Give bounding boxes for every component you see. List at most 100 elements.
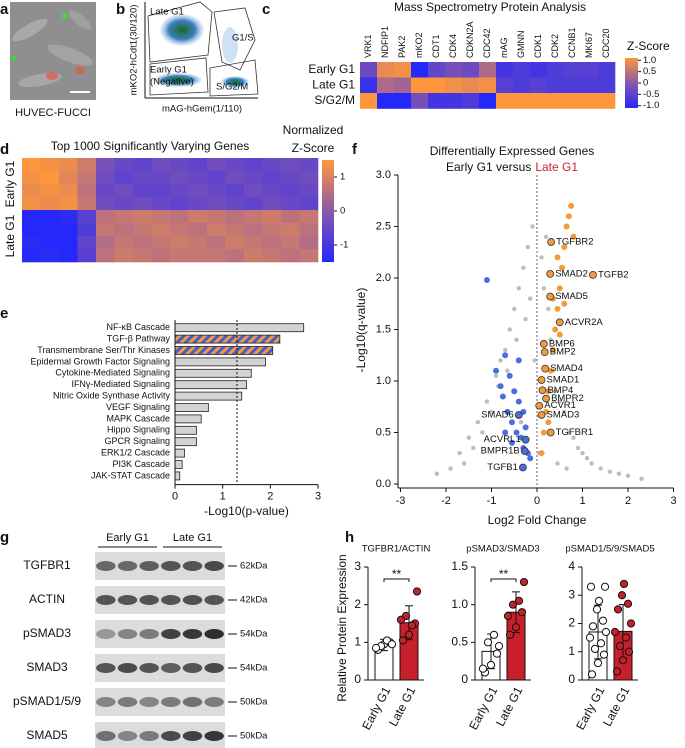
heatmap-cell — [77, 249, 97, 263]
point — [612, 667, 622, 676]
heatmap-cell — [77, 223, 97, 237]
heatmap-cell — [377, 77, 395, 94]
heatmap-cell — [22, 249, 41, 263]
heatmap-cell — [225, 158, 245, 172]
heatmap-cell — [479, 77, 497, 94]
heatmap-cell — [207, 223, 226, 237]
heatmap-cell — [59, 197, 78, 211]
point — [561, 244, 568, 251]
category-label: Early G1 — [466, 684, 500, 732]
bar — [174, 380, 247, 390]
heatmap-cell — [170, 197, 189, 211]
significance-label: ** — [392, 567, 402, 581]
gene-label: SMAD4 — [550, 363, 583, 374]
point — [587, 670, 597, 679]
blot-band — [182, 697, 203, 707]
labeled-point — [520, 447, 529, 455]
y-tick-label: 0 — [568, 672, 575, 686]
blot-band — [96, 629, 116, 639]
y-tick-label: 2.5 — [376, 220, 391, 232]
blot-label: TGFBR1 — [23, 558, 71, 572]
heatmap-cell — [207, 171, 226, 185]
heatmap-cell — [188, 223, 208, 237]
blot-band — [117, 629, 138, 639]
green-nucleus — [11, 55, 17, 61]
point — [600, 582, 610, 591]
gate-label: G1/S — [232, 33, 254, 44]
heatmap-cell — [281, 223, 300, 237]
panel-letter: c — [262, 1, 270, 18]
point — [508, 439, 515, 446]
heatmap-cell — [547, 62, 565, 78]
heatmap-cell — [188, 236, 208, 250]
heatmap-cell — [411, 62, 429, 78]
heatmap-cell — [428, 77, 446, 94]
point — [407, 621, 417, 630]
row-label: Early G1 — [308, 62, 355, 76]
point — [483, 638, 493, 647]
x-tick-label: 3 — [670, 495, 676, 507]
point — [575, 445, 581, 451]
bar — [174, 414, 202, 424]
chart-title: Mass Spectrometry Protein Analysis — [394, 0, 586, 14]
blot-band — [204, 663, 224, 673]
point — [478, 664, 488, 673]
point — [462, 461, 467, 466]
labeled-point — [537, 376, 546, 384]
gene-label: BMP4 — [547, 385, 573, 396]
gene-label: SMAD2 — [555, 268, 588, 279]
point — [552, 326, 559, 333]
heatmap-cell — [281, 210, 300, 224]
heatmap-cell — [225, 197, 245, 211]
point — [489, 630, 499, 639]
labeled-point — [540, 348, 549, 357]
heatmap-cell — [188, 158, 208, 172]
heatmap-cell — [244, 236, 263, 250]
heatmap-cell — [513, 93, 531, 109]
point — [527, 296, 533, 301]
column-label: NDFIP1 — [380, 26, 390, 58]
panel-letter: g — [0, 529, 9, 546]
heatmap-cell — [281, 184, 300, 198]
x-axis-label: mAG-hGem(1/110) — [162, 104, 242, 115]
heatmap-cell — [225, 223, 245, 237]
chart-subtitle: Early G1 versus Late G1 — [446, 160, 578, 174]
column-label: CDK1 — [533, 34, 543, 58]
point — [565, 213, 572, 220]
column-label: CDC20 — [601, 28, 611, 58]
heatmap-cell — [244, 249, 263, 263]
labeled-point — [546, 292, 555, 301]
heatmap-cell — [170, 210, 189, 224]
labeled-point — [538, 386, 547, 395]
heatmap-cell — [244, 223, 263, 237]
point — [505, 368, 510, 373]
row-label: S/G2/M — [314, 93, 355, 107]
cell-cloud — [154, 73, 202, 87]
heatmap-cell — [281, 171, 300, 185]
blot-band — [182, 731, 203, 741]
column-label: CDK4 — [448, 34, 458, 58]
point — [621, 633, 631, 642]
point — [613, 605, 623, 614]
gene-label: SMAD1 — [547, 374, 580, 385]
heatmap-cell — [394, 93, 412, 109]
blot-band — [139, 731, 159, 741]
heatmap-cell — [96, 236, 115, 250]
labeled-point — [521, 435, 530, 444]
point — [619, 579, 629, 589]
blot-band — [204, 595, 224, 605]
heatmap-cell — [581, 62, 599, 78]
bar — [174, 368, 252, 378]
heatmap-cell — [40, 184, 60, 198]
heatmap-cell — [151, 197, 171, 211]
heatmap-cell — [40, 197, 60, 211]
heatmap-cell — [170, 158, 189, 172]
heatmap-cell — [581, 93, 599, 109]
x-tick-label: 3 — [315, 491, 321, 503]
point — [548, 337, 553, 342]
heatmap-cell — [22, 223, 41, 237]
x-tick-label: 0 — [172, 491, 178, 503]
column-label: PAK2 — [397, 36, 407, 58]
point — [541, 286, 547, 291]
